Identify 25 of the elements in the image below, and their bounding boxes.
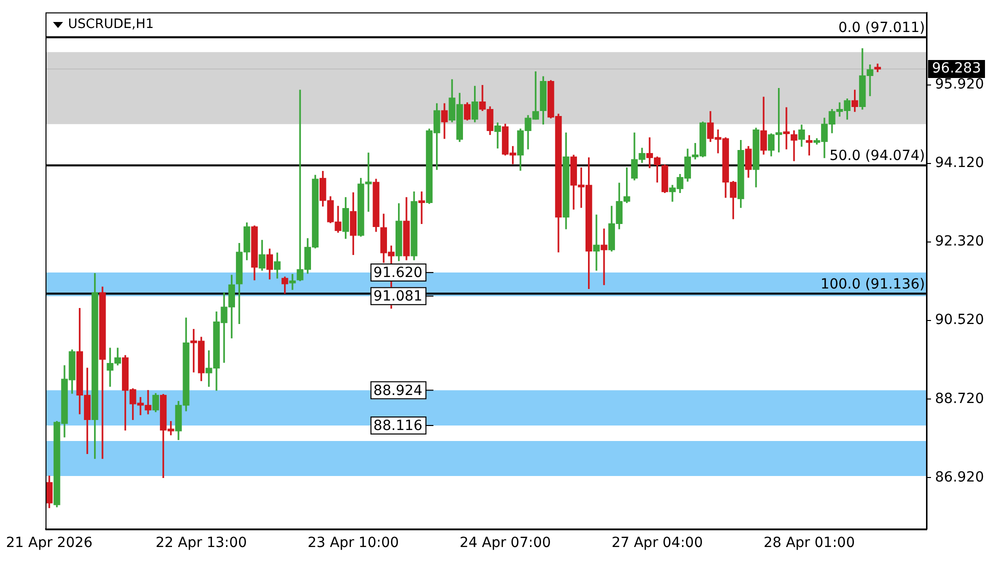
y-tick-label: 88.720 bbox=[935, 390, 984, 407]
candlestick bbox=[790, 130, 798, 162]
ref-line-label: 50.0 (94.074) bbox=[829, 148, 925, 164]
ref-line-label: 96.283 bbox=[932, 60, 981, 77]
annotation: 88.924 bbox=[373, 382, 423, 399]
x-tick-label: 22 Apr 13:00 bbox=[156, 535, 247, 552]
annotation: 88.116 bbox=[373, 418, 423, 434]
y-tick-label: 86.920 bbox=[935, 469, 984, 486]
candlestick bbox=[289, 274, 296, 290]
x-tick-label: 28 Apr 01:00 bbox=[764, 535, 855, 552]
x-tick-label: 23 Apr 10:00 bbox=[308, 535, 399, 552]
annotation: 91.620 bbox=[373, 265, 422, 282]
x-tick-label: 24 Apr 07:00 bbox=[460, 535, 551, 552]
candlestick bbox=[600, 228, 608, 286]
x-tick-label: 27 Apr 04:00 bbox=[612, 535, 703, 552]
y-tick-label: 90.520 bbox=[935, 312, 984, 328]
x-tick-label: 21 Apr 2026 bbox=[6, 535, 93, 552]
y-tick-label: 94.120 bbox=[935, 155, 984, 172]
ref-line-label: 100.0 (91.136) bbox=[820, 276, 925, 292]
y-tick-label: 95.920 bbox=[935, 76, 984, 92]
ref-line-label: 0.0 (97.011) bbox=[838, 20, 925, 36]
candlestick bbox=[593, 214, 600, 271]
y-tick-label: 92.320 bbox=[935, 234, 984, 250]
annotation: 91.081 bbox=[373, 288, 422, 305]
chart-title: USCRUDE,H1 bbox=[68, 17, 154, 32]
